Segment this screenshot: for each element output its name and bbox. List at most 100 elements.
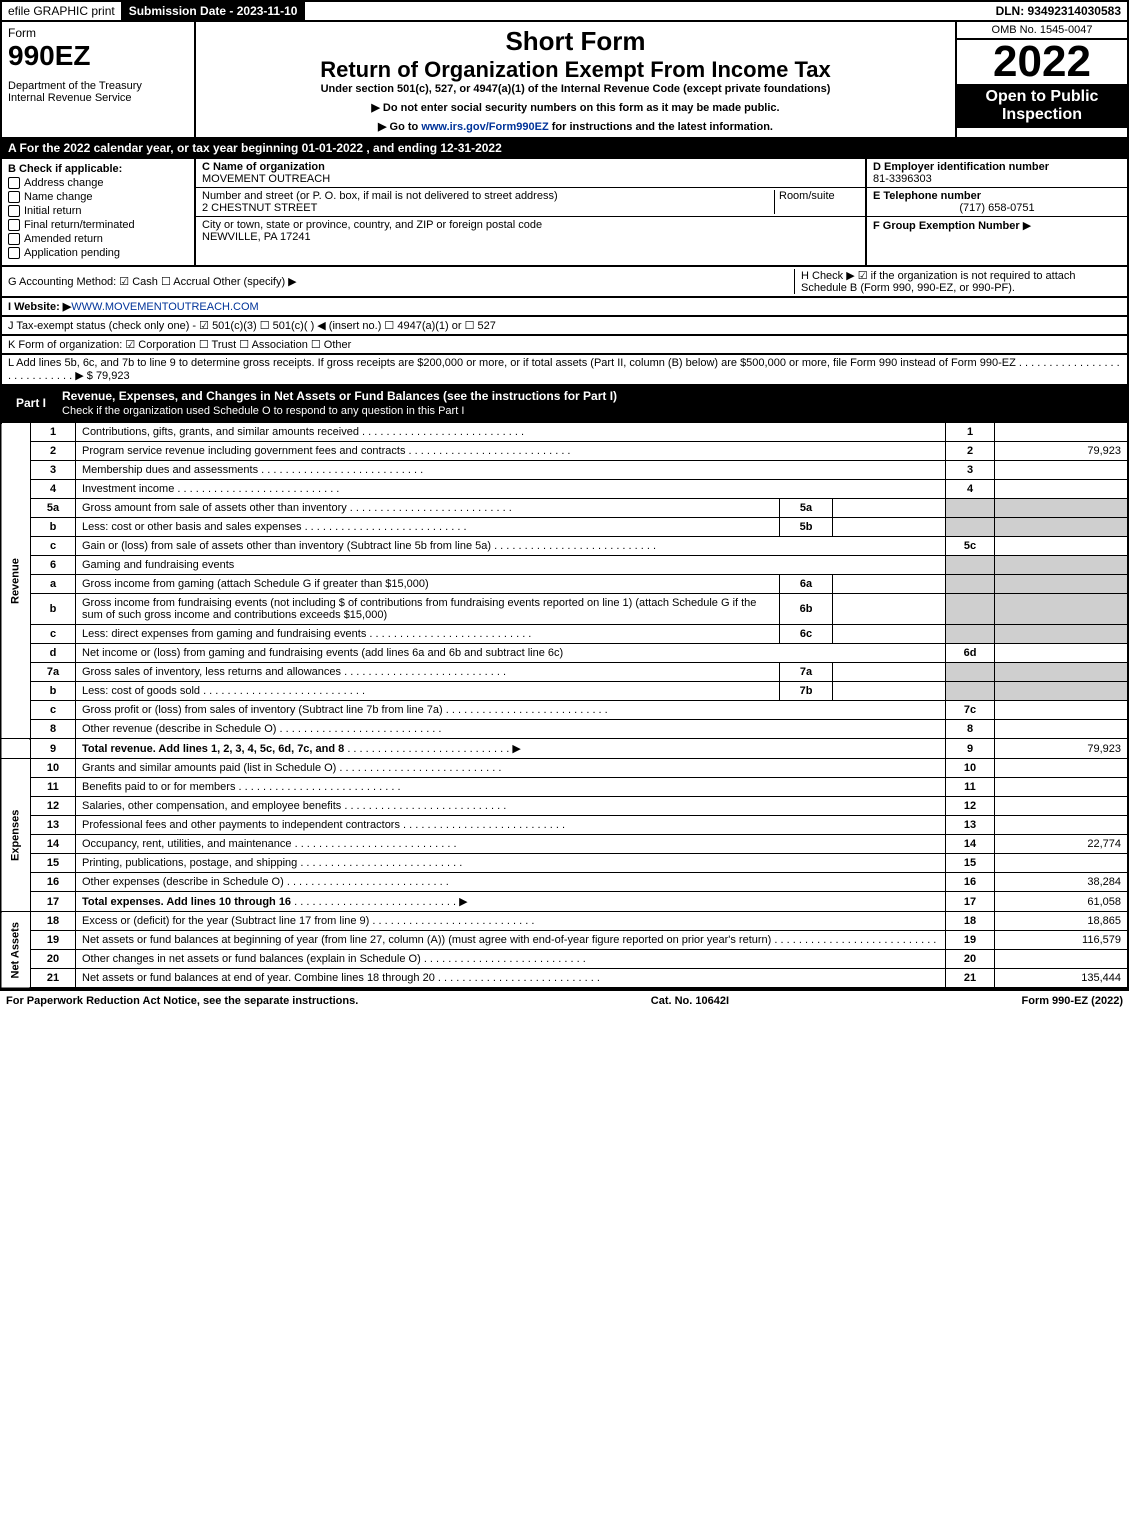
part1-table: Revenue 1Contributions, gifts, grants, a…	[0, 422, 1129, 989]
do-not-enter: Do not enter social security numbers on …	[202, 101, 949, 114]
org-name: MOVEMENT OUTREACH	[202, 173, 330, 185]
street-value: 2 CHESTNUT STREET	[202, 202, 317, 214]
irs-link[interactable]: www.irs.gov/Form990EZ	[421, 121, 548, 133]
page-footer: For Paperwork Reduction Act Notice, see …	[0, 989, 1129, 1011]
row-text: Gain or (loss) from sale of assets other…	[76, 537, 946, 556]
row-text: Net income or (loss) from gaming and fun…	[76, 644, 946, 663]
row-amount	[995, 537, 1129, 556]
ein-value: 81-3396303	[873, 173, 932, 185]
row-text: Gross profit or (loss) from sales of inv…	[76, 701, 946, 720]
row-amount: 22,774	[995, 835, 1129, 854]
row-text: Other revenue (describe in Schedule O)	[76, 720, 946, 739]
row-amount	[995, 759, 1129, 778]
row-text: Gross sales of inventory, less returns a…	[76, 663, 780, 682]
efile-label[interactable]: efile GRAPHIC print	[2, 2, 123, 20]
website-link[interactable]: WWW.MOVEMENTOUTREACH.COM	[71, 301, 258, 313]
form-label: Form	[8, 26, 188, 40]
row-amount	[995, 778, 1129, 797]
city-label: City or town, state or province, country…	[202, 219, 542, 231]
b-title: B Check if applicable:	[8, 163, 188, 175]
row-amount	[995, 720, 1129, 739]
dln: DLN: 93492314030583	[990, 2, 1127, 20]
row-amount	[995, 461, 1129, 480]
top-bar: efile GRAPHIC print Submission Date - 20…	[0, 0, 1129, 22]
dept-label: Department of the Treasury	[8, 80, 188, 92]
line-j: J Tax-exempt status (check only one) - ☑…	[0, 317, 1129, 336]
row-amount	[995, 701, 1129, 720]
checkbox-icon[interactable]	[8, 233, 20, 245]
submission-date: Submission Date - 2023-11-10	[123, 2, 306, 20]
part-check-text: Check if the organization used Schedule …	[62, 405, 464, 417]
row-amount	[995, 423, 1129, 442]
h-check: H Check ▶ ☑ if the organization is not r…	[794, 269, 1121, 294]
row-text: Occupancy, rent, utilities, and maintena…	[76, 835, 946, 854]
section-a: A For the 2022 calendar year, or tax yea…	[0, 139, 1129, 159]
ein-label: D Employer identification number	[873, 161, 1049, 173]
row-amount: 18,865	[995, 912, 1129, 931]
row-amount	[995, 644, 1129, 663]
footer-cat: Cat. No. 10642I	[651, 995, 729, 1007]
expenses-side: Expenses	[1, 759, 31, 912]
row-text: Gaming and fundraising events	[76, 556, 946, 575]
row-text: Program service revenue including govern…	[76, 442, 946, 461]
part-title: Revenue, Expenses, and Changes in Net As…	[62, 389, 617, 403]
net-assets-side: Net Assets	[1, 912, 31, 989]
row-text: Total expenses. Add lines 10 through 16 …	[76, 892, 946, 912]
l-amount: $ 79,923	[87, 370, 130, 382]
under-section: Under section 501(c), 527, or 4947(a)(1)…	[202, 83, 949, 95]
row-text: Less: cost or other basis and sales expe…	[76, 518, 780, 537]
row-text: Other expenses (describe in Schedule O)	[76, 873, 946, 892]
row-amount: 61,058	[995, 892, 1129, 912]
row-text: Gross income from fundraising events (no…	[76, 594, 780, 625]
room-suite: Room/suite	[774, 190, 859, 214]
checkbox-icon[interactable]	[8, 247, 20, 259]
checkbox-icon[interactable]	[8, 219, 20, 231]
line-g-h: G Accounting Method: ☑ Cash ☐ Accrual Ot…	[0, 267, 1129, 298]
row-text: Membership dues and assessments	[76, 461, 946, 480]
part-label: Part I	[8, 394, 54, 412]
line-k: K Form of organization: ☑ Corporation ☐ …	[0, 336, 1129, 355]
row-text: Grants and similar amounts paid (list in…	[76, 759, 946, 778]
row-amount: 135,444	[995, 969, 1129, 989]
checkbox-icon[interactable]	[8, 205, 20, 217]
schedule-o-checkbox-icon[interactable]	[1109, 397, 1121, 409]
row-text: Gross amount from sale of assets other t…	[76, 499, 780, 518]
section-def: D Employer identification number81-33963…	[867, 159, 1127, 265]
row-amount: 38,284	[995, 873, 1129, 892]
line-l: L Add lines 5b, 6c, and 7b to line 9 to …	[0, 355, 1129, 386]
accounting-method: G Accounting Method: ☑ Cash ☐ Accrual Ot…	[8, 275, 786, 288]
c-name-label: C Name of organization	[202, 161, 325, 173]
row-text: Net assets or fund balances at end of ye…	[76, 969, 946, 989]
footer-right: Form 990-EZ (2022)	[1022, 995, 1123, 1007]
tax-year: 2022	[957, 40, 1127, 84]
row-amount: 79,923	[995, 442, 1129, 461]
row-amount	[995, 854, 1129, 873]
city-value: NEWVILLE, PA 17241	[202, 231, 311, 243]
section-c: C Name of organizationMOVEMENT OUTREACH …	[196, 159, 867, 265]
row-text: Excess or (deficit) for the year (Subtra…	[76, 912, 946, 931]
phone-value: (717) 658-0751	[873, 202, 1121, 214]
goto-line: ▶ Go to www.irs.gov/Form990EZ for instru…	[202, 120, 949, 133]
section-b: B Check if applicable: Address change Na…	[2, 159, 196, 265]
short-form-title: Short Form	[202, 26, 949, 57]
row-amount	[995, 950, 1129, 969]
checkbox-icon[interactable]	[8, 177, 20, 189]
row-text: Net assets or fund balances at beginning…	[76, 931, 946, 950]
row-text: Less: direct expenses from gaming and fu…	[76, 625, 780, 644]
row-text: Salaries, other compensation, and employ…	[76, 797, 946, 816]
row-text: Other changes in net assets or fund bala…	[76, 950, 946, 969]
form-header: Form 990EZ Department of the Treasury In…	[0, 22, 1129, 139]
line-i: I Website: ▶WWW.MOVEMENTOUTREACH.COM	[0, 298, 1129, 317]
row-text: Printing, publications, postage, and shi…	[76, 854, 946, 873]
row-text: Investment income	[76, 480, 946, 499]
row-amount	[995, 797, 1129, 816]
street-label: Number and street (or P. O. box, if mail…	[202, 190, 558, 202]
checkbox-icon[interactable]	[8, 191, 20, 203]
row-text: Contributions, gifts, grants, and simila…	[76, 423, 946, 442]
row-text: Benefits paid to or for members	[76, 778, 946, 797]
open-inspection: Open to Public Inspection	[957, 84, 1127, 128]
group-exempt-label: F Group Exemption Number	[873, 220, 1020, 232]
row-amount	[995, 816, 1129, 835]
revenue-side: Revenue	[1, 423, 31, 739]
part-1-header: Part I Revenue, Expenses, and Changes in…	[0, 386, 1129, 422]
